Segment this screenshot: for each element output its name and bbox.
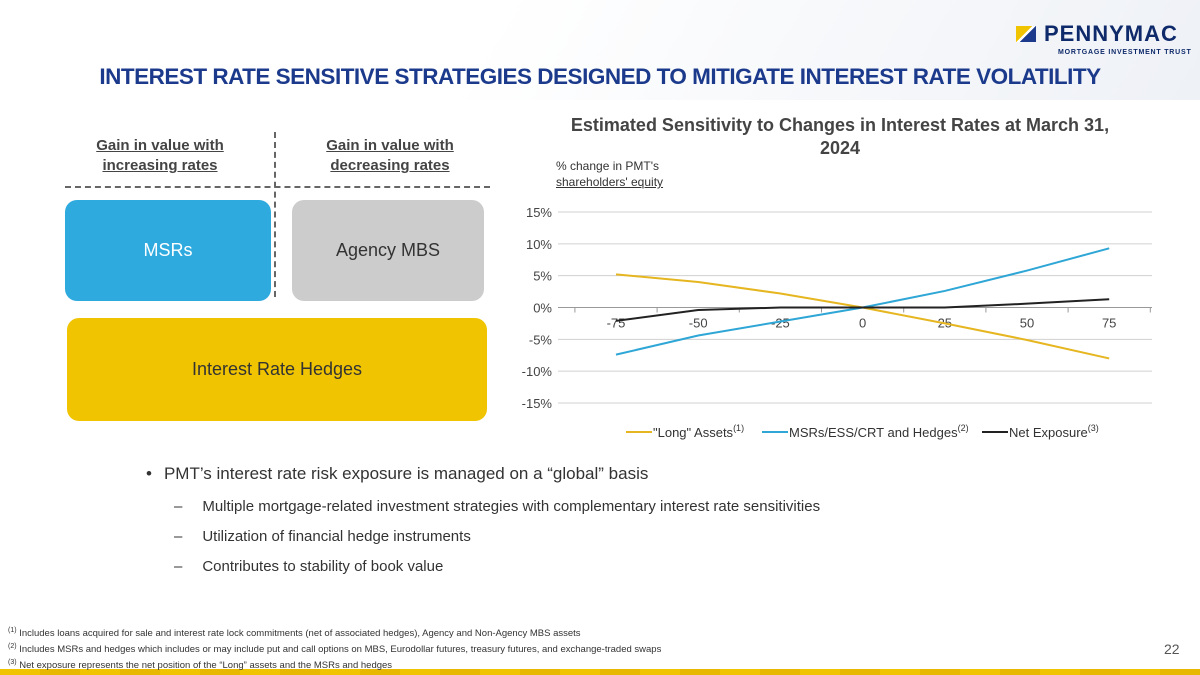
legend-label: "Long" Assets(1) — [653, 423, 744, 440]
chart-title: Estimated Sensitivity to Changes in Inte… — [570, 115, 1110, 158]
logo-subtitle: MORTGAGE INVESTMENT TRUST — [1058, 49, 1192, 56]
agency-mbs-box: Agency MBS — [292, 200, 484, 301]
bottom-accent-bar — [0, 669, 1200, 675]
page-title: INTEREST RATE SENSITIVE STRATEGIES DESIG… — [99, 64, 1101, 89]
bullet-marker: • — [146, 464, 152, 483]
sub-bullet-text: Utilization of financial hedge instrumen… — [202, 528, 471, 545]
footnote: (1) Includes loans acquired for sale and… — [8, 624, 661, 640]
pennymac-logo: PENNYMAC MORTGAGE INVESTMENT TRUST — [1016, 21, 1191, 56]
x-tick-label: 50 — [1020, 316, 1034, 331]
sub-bullet: – Contributes to stability of book value — [174, 558, 820, 575]
y-tick-label: 10% — [526, 237, 552, 252]
series-line — [615, 298, 1110, 322]
page-number: 22 — [1164, 641, 1180, 657]
footnote-number: (2) — [8, 643, 17, 651]
x-tick-label: 0 — [859, 316, 866, 331]
y-tick-label: -15% — [522, 396, 553, 411]
x-tick-label: 75 — [1102, 316, 1116, 331]
column-header-decreasing: Gain in value with decreasing rates — [326, 137, 454, 174]
series-line — [615, 247, 1110, 356]
horizontal-divider — [65, 186, 490, 188]
footnote-text: Net exposure represents the net position… — [19, 660, 393, 672]
sub-bullet-text: Multiple mortgage-related investment str… — [202, 498, 821, 515]
sub-bullet: – Multiple mortgage-related investment st… — [174, 498, 820, 515]
footnote-text: Includes loans acquired for sale and int… — [19, 628, 581, 640]
legend-label: Net Exposure(3) — [1009, 423, 1099, 440]
sub-bullet-text: Contributes to stability of book value — [202, 558, 444, 575]
y-tick-label: 15% — [526, 205, 552, 220]
logo-name: PENNYMAC — [1044, 21, 1178, 46]
y-axis-label-line2: shareholders' equity — [556, 175, 664, 189]
dash-marker: – — [174, 528, 183, 545]
logo-mark-icon — [1016, 26, 1036, 42]
footnotes: (1) Includes loans acquired for sale and… — [8, 624, 661, 672]
y-axis-label: % change in PMT's shareholders' equity — [556, 158, 663, 190]
y-tick-label: 0% — [533, 301, 552, 316]
bullet-list: • PMT’s interest rate risk exposure is ma… — [146, 464, 820, 588]
interest-rate-hedges-box: Interest Rate Hedges — [67, 318, 487, 421]
dash-marker: – — [174, 558, 183, 575]
footnote: (3) Net exposure represents the net posi… — [8, 656, 661, 672]
y-tick-label: -5% — [529, 332, 553, 347]
x-tick-label: -25 — [771, 316, 790, 331]
y-tick-label: -10% — [522, 364, 553, 379]
column-header-increasing: Gain in value with increasing rates — [96, 137, 224, 174]
x-tick-label: -75 — [607, 316, 626, 331]
header-background — [0, 0, 1200, 100]
legend-label: MSRs/ESS/CRT and Hedges(2) — [789, 423, 969, 440]
sub-bullet: – Utilization of financial hedge instrume… — [174, 528, 820, 545]
vertical-divider — [274, 132, 276, 297]
footnote-number: (1) — [8, 627, 17, 634]
x-tick-label: -50 — [689, 316, 708, 331]
footnote-text: Includes MSRs and hedges which includes … — [19, 644, 662, 656]
bullet-text: PMT’s interest rate risk exposure is man… — [163, 464, 649, 483]
dash-marker: – — [174, 498, 183, 515]
msrs-box: MSRs — [65, 200, 271, 301]
footnote-number: (3) — [8, 659, 17, 667]
y-axis-label-line1: % change in PMT's — [556, 159, 660, 173]
y-tick-label: 5% — [533, 269, 552, 284]
footnote: (2) Includes MSRs and hedges which inclu… — [8, 640, 661, 656]
bullet-main: • PMT’s interest rate risk exposure is ma… — [146, 464, 820, 484]
